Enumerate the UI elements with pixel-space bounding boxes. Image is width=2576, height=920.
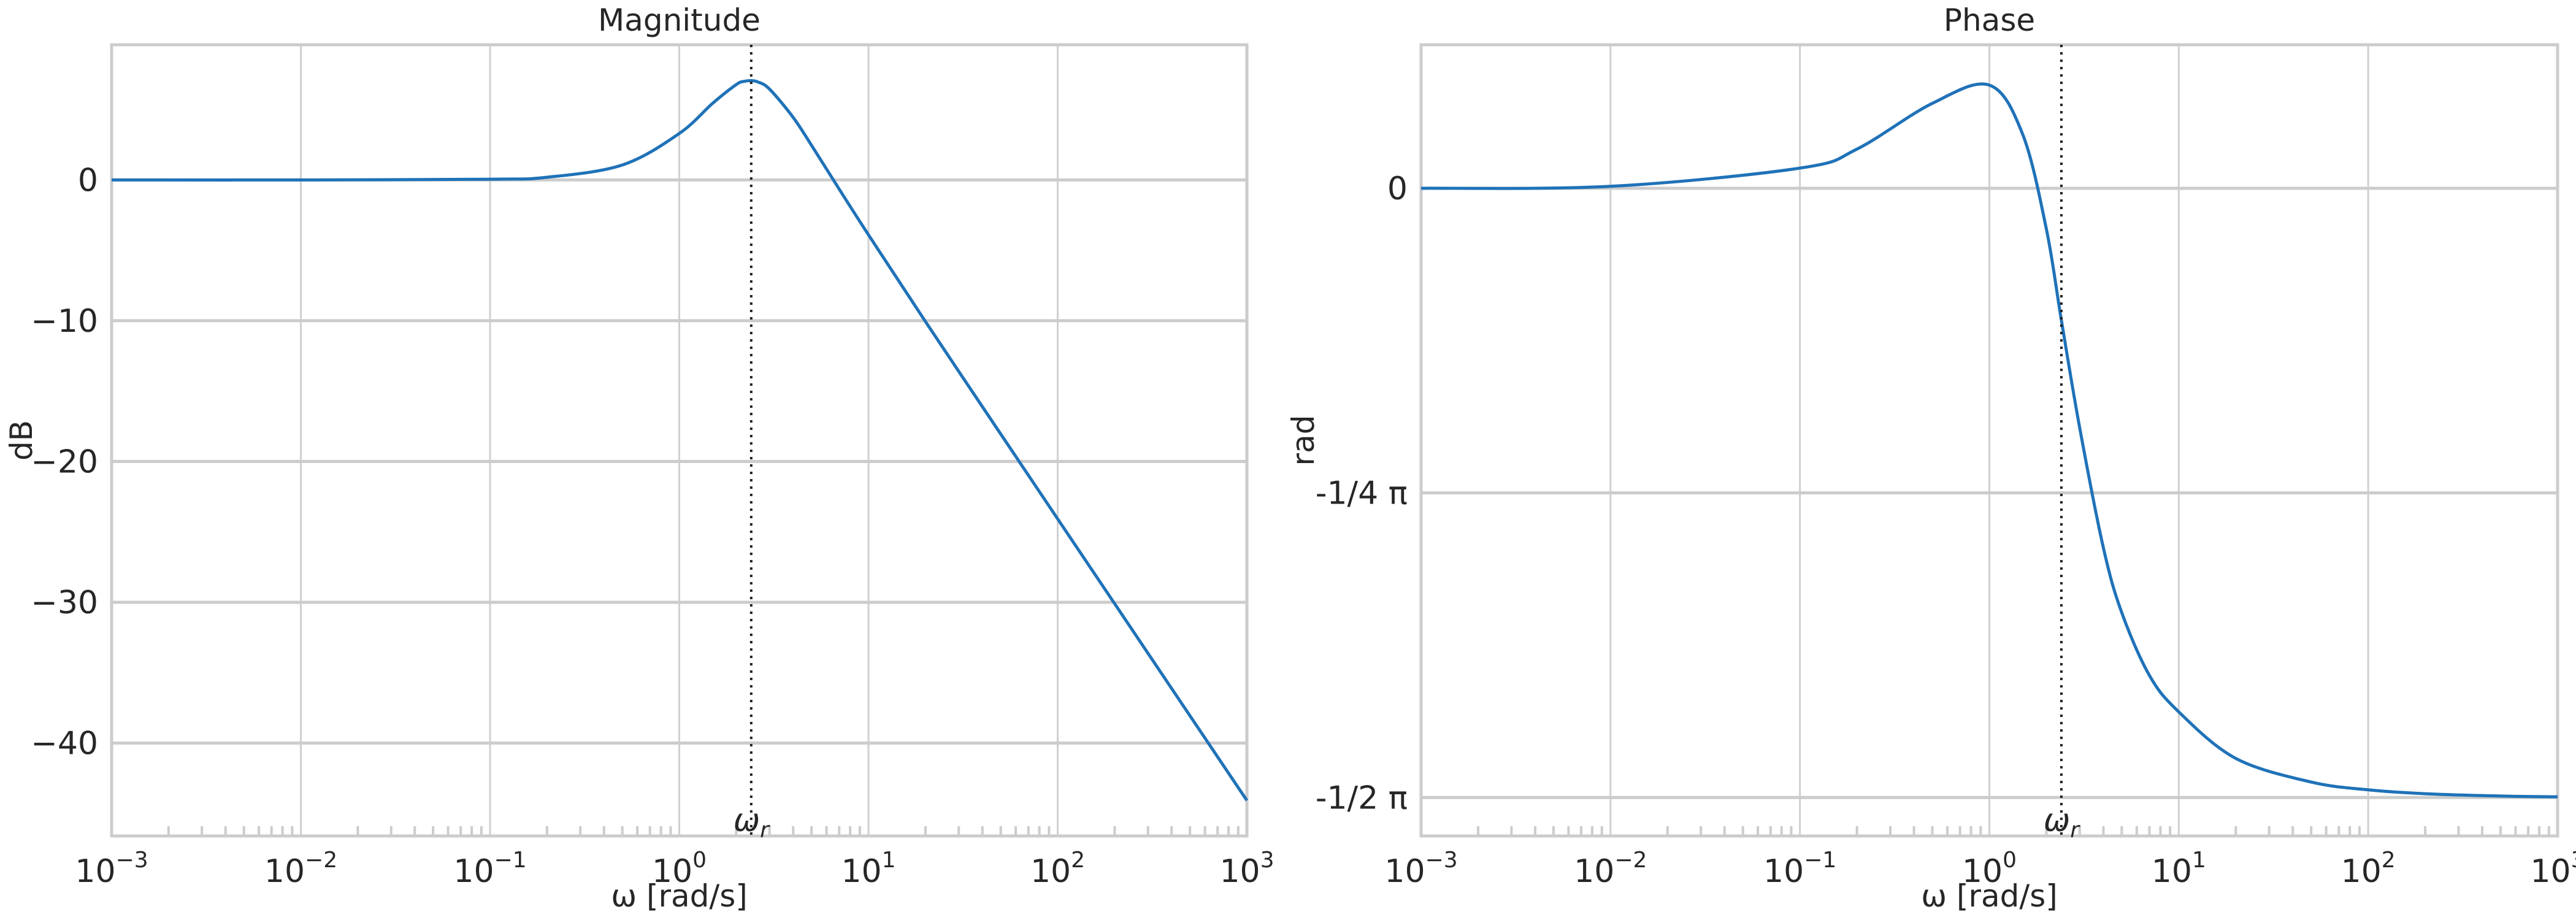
x-tick-label: 102: [1030, 848, 1085, 890]
resonance-subscript: r: [2070, 818, 2080, 843]
plot-title: Magnitude: [598, 2, 761, 38]
y-tick-label: 0: [78, 162, 98, 199]
x-tick-label: 103: [1219, 848, 1274, 890]
x-tick-label: 103: [2530, 848, 2576, 890]
x-tick-base: 10: [1219, 853, 1260, 890]
resonance-subscript: r: [760, 818, 770, 843]
x-tick-exponent: −1: [1804, 848, 1836, 873]
y-axis-label: rad: [1286, 415, 1321, 466]
x-tick-exponent: 3: [2571, 848, 2576, 873]
x-tick-label: 100: [652, 848, 707, 890]
x-tick-label: 101: [2152, 848, 2206, 890]
x-tick-label: 101: [841, 848, 895, 890]
resonance-symbol: ω: [2044, 802, 2071, 839]
x-tick-exponent: −3: [116, 848, 148, 873]
x-tick-base: 10: [2152, 853, 2192, 890]
x-tick-label: 100: [1962, 848, 2017, 890]
x-tick-base: 10: [1574, 853, 1614, 890]
x-tick-base: 10: [1030, 853, 1071, 890]
x-tick-base: 10: [1763, 853, 1804, 890]
y-tick-label: -1/2 π: [1316, 780, 1408, 816]
x-tick-base: 10: [2530, 853, 2570, 890]
resonance-label: ωr: [2044, 802, 2081, 843]
y-tick-label: −30: [31, 585, 98, 621]
x-tick-exponent: −2: [305, 848, 337, 873]
x-tick-base: 10: [1962, 853, 2003, 890]
x-tick-exponent: 3: [1260, 848, 1275, 873]
x-axis-label: ω [rad/s]: [1921, 878, 2058, 914]
x-tick-label: 10−3: [75, 848, 148, 890]
y-tick-label: 0: [1387, 171, 1408, 207]
x-tick-exponent: −1: [494, 848, 527, 873]
x-tick-base: 10: [75, 853, 115, 890]
x-tick-exponent: 1: [2192, 848, 2206, 873]
y-tick-label: −40: [31, 726, 98, 762]
x-tick-label: 10−1: [1763, 848, 1836, 890]
x-tick-base: 10: [264, 853, 305, 890]
x-tick-label: 10−2: [1574, 848, 1647, 890]
x-tick-base: 10: [841, 853, 881, 890]
x-tick-base: 10: [652, 853, 692, 890]
x-tick-exponent: 1: [882, 848, 896, 873]
x-tick-exponent: −3: [1425, 848, 1458, 873]
y-tick-label: −10: [31, 303, 98, 340]
phase-curve: [1420, 82, 2558, 799]
x-tick-base: 10: [1384, 853, 1425, 890]
x-tick-base: 10: [453, 853, 494, 890]
x-tick-exponent: 2: [2382, 848, 2396, 873]
y-tick-label: -1/4 π: [1316, 475, 1408, 512]
x-tick-label: 10−1: [453, 848, 526, 890]
x-axis-label: ω [rad/s]: [611, 878, 748, 914]
resonance-label: ωr: [734, 802, 771, 843]
resonance-symbol: ω: [734, 802, 761, 839]
axes-frame: [1419, 43, 2559, 838]
x-tick-label: 102: [2341, 848, 2396, 890]
y-axis-label: dB: [4, 420, 39, 461]
axes-frame: [110, 43, 1249, 838]
x-tick-exponent: 0: [692, 848, 707, 873]
x-tick-exponent: 2: [1071, 848, 1085, 873]
y-tick-label: −20: [31, 443, 98, 480]
magnitude-curve: [111, 79, 1249, 802]
x-tick-label: 10−2: [264, 848, 337, 890]
plot-title: Phase: [1944, 2, 2035, 38]
x-tick-exponent: 0: [2003, 848, 2017, 873]
x-tick-label: 10−3: [1384, 848, 1457, 890]
x-tick-base: 10: [2341, 853, 2382, 890]
x-tick-exponent: −2: [1614, 848, 1647, 873]
